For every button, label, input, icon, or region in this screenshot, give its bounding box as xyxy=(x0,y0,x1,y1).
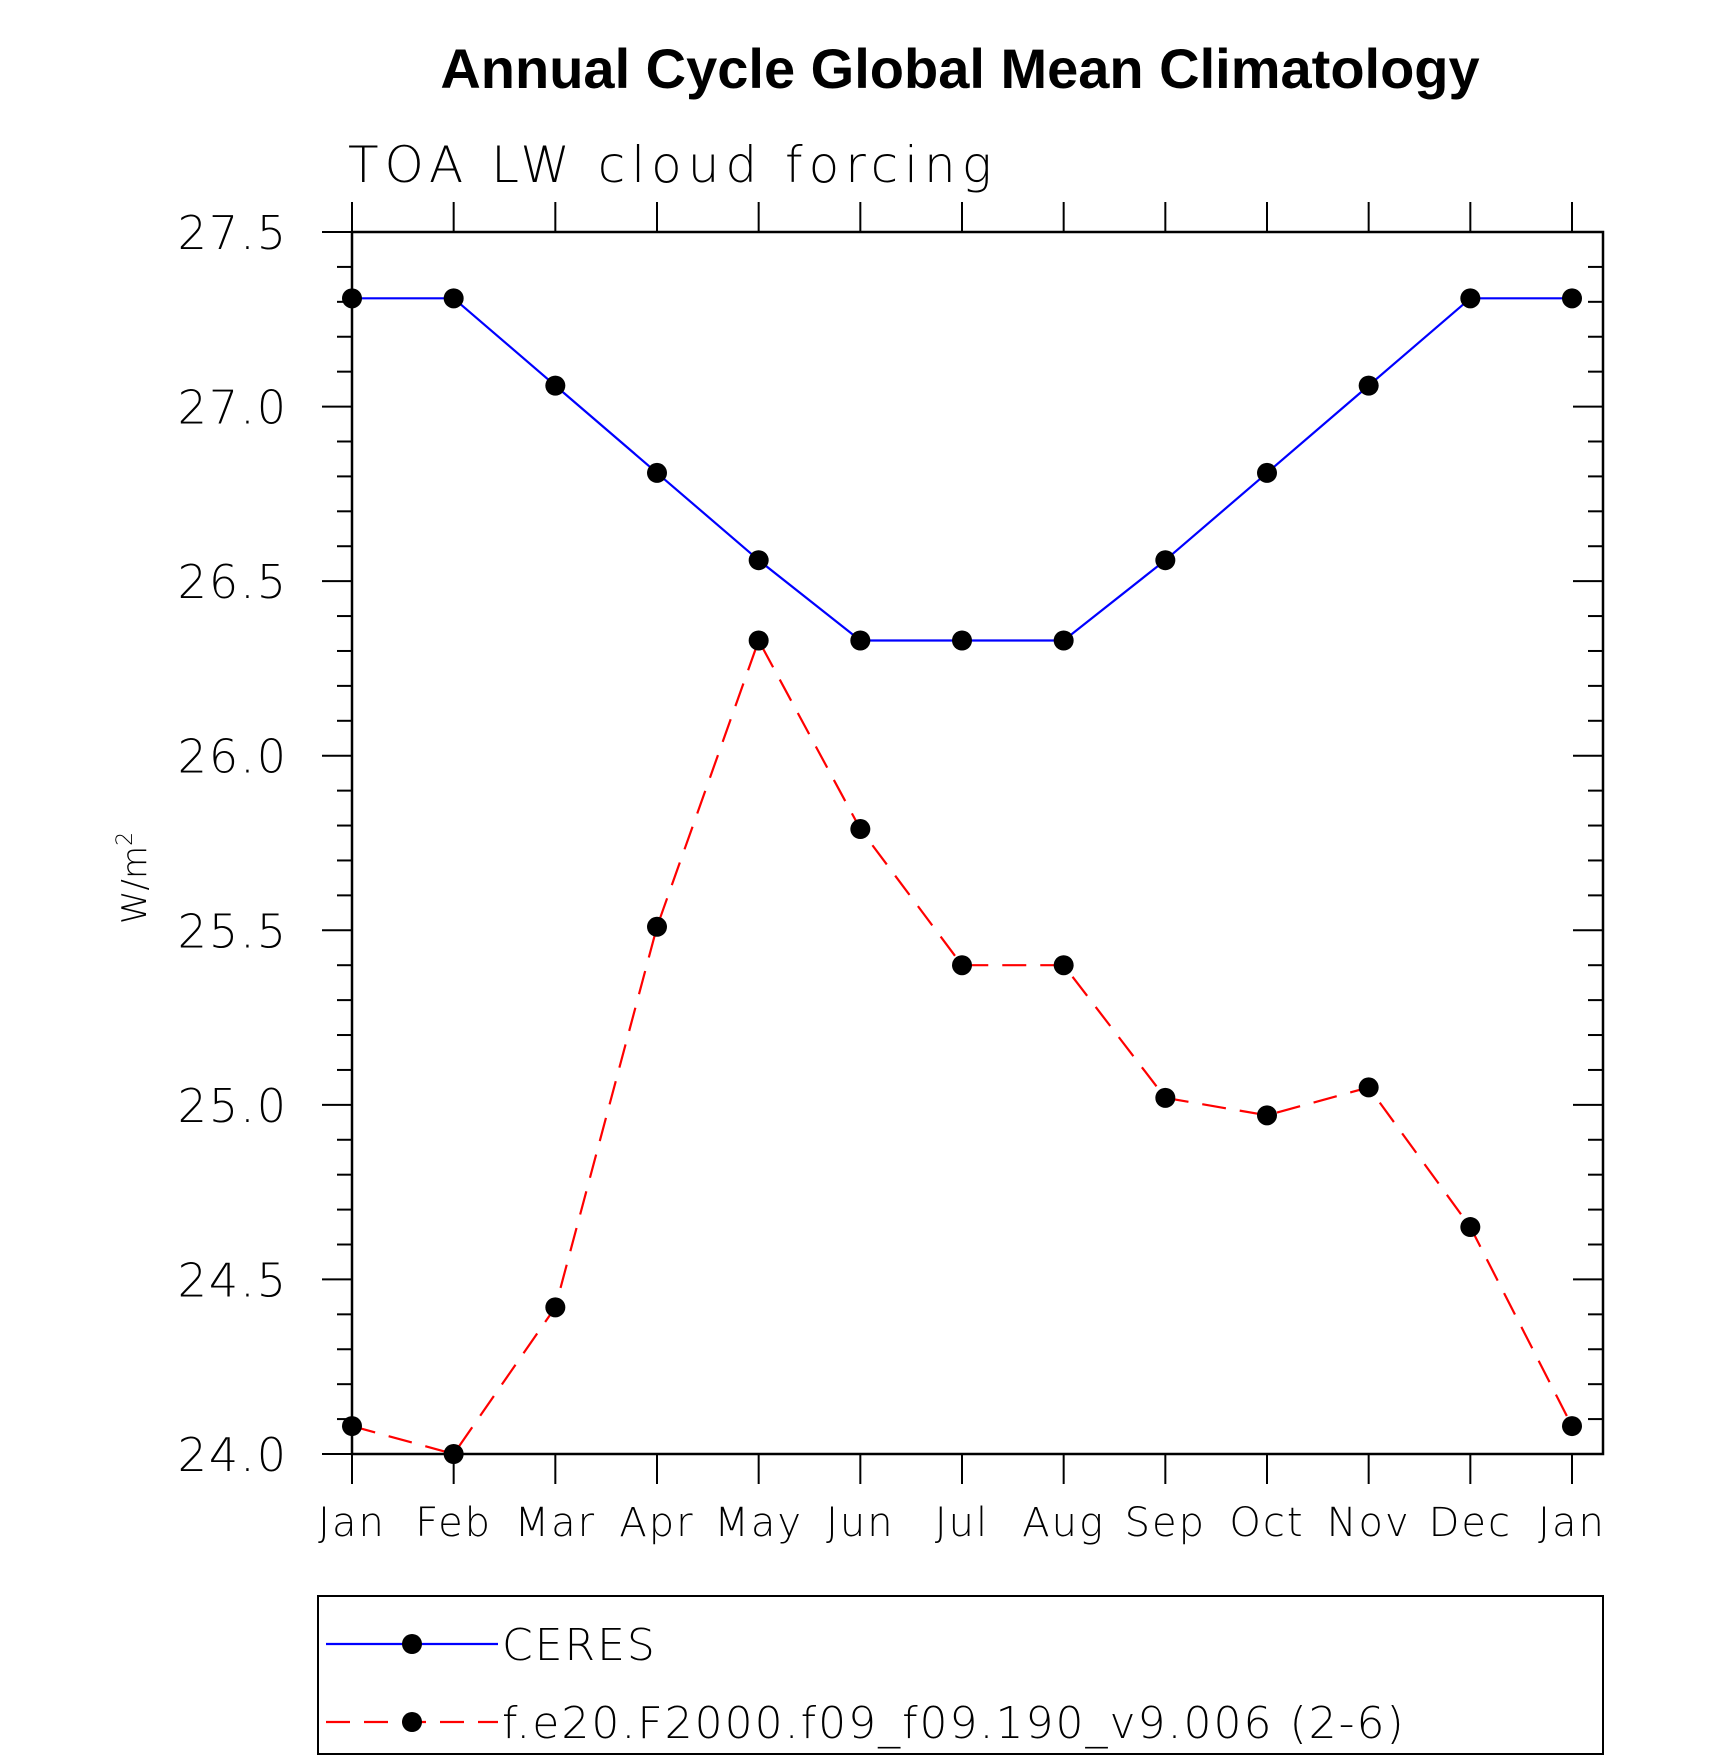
axes: 24.0 24.5 25.0 25.5 26.0 26.5 27.0 27.5 Jan Feb Ma… xyxy=(178,202,1606,1546)
chart-title: Annual Cycle Global Mean Climatology xyxy=(440,37,1479,100)
y-tick-label: 25.5 xyxy=(178,904,288,958)
x-tick-label: Jan xyxy=(1538,1500,1606,1546)
data-point xyxy=(1053,955,1074,976)
plot-frame xyxy=(350,230,1605,1456)
x-tick-label: Dec xyxy=(1429,1500,1512,1546)
y-axis-label: W/m2 xyxy=(113,832,155,924)
data-point xyxy=(748,550,769,571)
data-point xyxy=(748,630,769,651)
series-layer xyxy=(342,288,1582,1464)
series-line xyxy=(352,297,1572,642)
series-line xyxy=(351,637,1573,1456)
data-point xyxy=(545,375,566,396)
data-point xyxy=(1358,1077,1379,1098)
x-tick-label: Mar xyxy=(515,1500,596,1546)
data-point xyxy=(1460,1217,1481,1238)
data-point xyxy=(952,955,972,976)
data-point xyxy=(443,288,464,309)
legend-entry-1: CERES xyxy=(326,1620,657,1671)
x-tick-label: Apr xyxy=(619,1500,694,1546)
x-tick-label: Jun xyxy=(826,1500,895,1546)
y-tick-label: 27.5 xyxy=(178,206,288,260)
y-tick-label: 27.0 xyxy=(178,381,288,435)
data-point xyxy=(1257,1105,1277,1126)
y-axis-label-superscript: 2 xyxy=(113,832,138,846)
data-point xyxy=(1460,288,1481,309)
data-point xyxy=(545,1297,566,1318)
data-point xyxy=(850,630,871,651)
legend-box xyxy=(317,1595,1604,1755)
legend-label: f.e20.F2000.f09_f09.190_v9.006 (2-6) xyxy=(502,1698,1406,1749)
data-point xyxy=(647,916,667,937)
series-2 xyxy=(342,630,1582,1464)
x-tick-label: Sep xyxy=(1125,1500,1206,1546)
legend-entry-2: f.e20.F2000.f09_f09.190_v9.006 (2-6) xyxy=(326,1698,1406,1749)
legend-marker xyxy=(402,1712,422,1732)
legend-label: CERES xyxy=(502,1620,657,1671)
x-tick-label: Feb xyxy=(415,1500,492,1546)
legend: CERES f.e20.F2000.f09_f09.190_v9.006 (2-6… xyxy=(317,1595,1604,1755)
data-point xyxy=(1358,375,1379,396)
y-tick-label: 26.0 xyxy=(178,730,288,784)
x-tick-label: Jan xyxy=(318,1500,386,1546)
legend-marker xyxy=(402,1634,422,1654)
data-point xyxy=(1053,630,1074,651)
data-point xyxy=(647,462,667,483)
y-tick-label: 26.5 xyxy=(178,555,288,609)
x-tick-label: Jul xyxy=(935,1500,989,1546)
data-point xyxy=(443,1444,464,1464)
data-point xyxy=(1257,462,1277,483)
data-point xyxy=(1562,1416,1582,1437)
x-tick-label: Nov xyxy=(1327,1500,1411,1546)
data-point xyxy=(952,630,972,651)
data-point xyxy=(1155,550,1176,571)
data-point xyxy=(342,288,362,309)
x-tick-label: Oct xyxy=(1229,1500,1304,1546)
data-point xyxy=(1155,1087,1176,1108)
y-tick-label: 25.0 xyxy=(178,1079,288,1133)
y-axis-label-text: W/m xyxy=(115,846,155,924)
x-tick-label: May xyxy=(714,1500,803,1546)
data-point xyxy=(342,1416,362,1437)
series-1 xyxy=(342,288,1582,651)
x-tick-label: Aug xyxy=(1022,1500,1105,1546)
y-tick-label: 24.0 xyxy=(178,1428,288,1482)
data-point xyxy=(850,819,871,840)
chart-subtitle: TOA LW cloud forcing xyxy=(348,136,998,194)
y-tick-label: 24.5 xyxy=(178,1253,288,1307)
data-point xyxy=(1562,288,1582,309)
